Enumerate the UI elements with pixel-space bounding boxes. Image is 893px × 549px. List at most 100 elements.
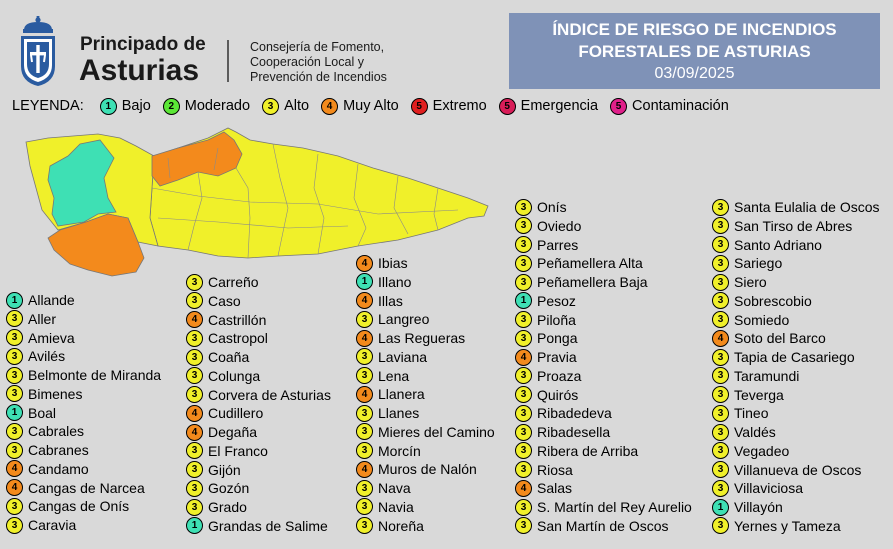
municipality-entry: 3 Sobrescobio bbox=[712, 292, 812, 310]
municipality-name: Teverga bbox=[734, 386, 784, 403]
municipality-name: Cabrales bbox=[28, 423, 85, 440]
logo-principado-text: Principado de bbox=[80, 34, 206, 55]
municipality-name: Pravia bbox=[537, 349, 577, 365]
municipality-name: Boal bbox=[28, 404, 57, 421]
risk-level-badge: 3 bbox=[712, 442, 729, 460]
risk-level-badge: 3 bbox=[356, 479, 373, 497]
risk-level-badge: 3 bbox=[186, 292, 203, 310]
municipality-entry: 3 Langreo bbox=[356, 310, 429, 328]
risk-level-badge: 3 bbox=[186, 461, 203, 478]
risk-level-badge: 4 bbox=[186, 423, 203, 441]
legend-title: LEYENDA: bbox=[12, 98, 84, 114]
municipality-entry: 4 Cudillero bbox=[186, 404, 263, 422]
municipality-name: Salas bbox=[537, 480, 573, 497]
risk-level-badge: 3 bbox=[515, 517, 532, 535]
municipality-entry: 4 Cangas de Narcea bbox=[6, 479, 145, 497]
municipality-name: Lena bbox=[378, 367, 410, 384]
municipality-entry: 3 Laviana bbox=[356, 348, 427, 366]
municipality-name: Degaña bbox=[208, 424, 258, 440]
municipality-name: Cudillero bbox=[208, 405, 264, 422]
risk-level-badge: 3 bbox=[186, 386, 203, 403]
legend-label: Bajo bbox=[121, 98, 151, 114]
legend-item: 2 Moderado bbox=[162, 97, 250, 115]
municipality-name: Llanes bbox=[378, 405, 420, 421]
risk-level-badge: 1 bbox=[186, 517, 203, 535]
risk-level-badge: 3 bbox=[712, 423, 729, 441]
legend-badge: 5 bbox=[410, 97, 428, 115]
risk-level-badge: 3 bbox=[356, 367, 373, 384]
municipality-name: Llanera bbox=[378, 386, 425, 403]
municipality-name: Ibias bbox=[378, 255, 408, 271]
risk-level-badge: 1 bbox=[515, 292, 532, 310]
risk-level-badge: 4 bbox=[6, 479, 23, 496]
legend-item: 4 Muy Alto bbox=[321, 97, 399, 115]
risk-level-badge: 3 bbox=[356, 442, 373, 459]
municipality-entry: 3 El Franco bbox=[186, 442, 268, 460]
municipality-name: Morcín bbox=[378, 442, 421, 459]
municipality-entry: 3 Gijón bbox=[186, 461, 241, 479]
logo-asturias-text: Asturias bbox=[79, 54, 199, 87]
municipality-entry: 1 Boal bbox=[6, 404, 56, 422]
municipality-entry: 3 Lena bbox=[356, 367, 409, 385]
municipality-name: Allande bbox=[28, 292, 75, 308]
municipality-name: Tapia de Casariego bbox=[734, 349, 855, 365]
risk-level-badge: 3 bbox=[515, 367, 532, 385]
risk-level-badge: 3 bbox=[515, 311, 532, 328]
municipality-name: Noreña bbox=[378, 517, 424, 534]
title-line2: FORESTALES DE ASTURIAS bbox=[578, 42, 811, 61]
municipality-entry: 3 Grado bbox=[186, 498, 247, 516]
municipality-name: Villayón bbox=[734, 499, 783, 515]
risk-level-badge: 3 bbox=[6, 441, 23, 459]
municipality-name: Avilés bbox=[28, 348, 66, 365]
municipality-name: San Tirso de Abres bbox=[734, 217, 853, 234]
risk-level-badge: 4 bbox=[6, 460, 23, 478]
municipality-entry: 4 Pravia bbox=[515, 348, 577, 366]
risk-level-badge: 3 bbox=[712, 461, 729, 478]
municipality-name: Quirós bbox=[537, 386, 579, 403]
legend-label: Emergencia bbox=[520, 98, 599, 114]
municipality-entry: 3 Villanueva de Oscos bbox=[712, 461, 861, 479]
risk-level-badge: 3 bbox=[712, 517, 729, 535]
municipality-entry: 3 Proaza bbox=[515, 367, 581, 385]
risk-level-badge: 3 bbox=[356, 498, 373, 516]
risk-level-badge: 3 bbox=[712, 311, 729, 328]
legend-badge: 2 bbox=[162, 97, 180, 115]
municipality-entry: 3 San Martín de Oscos bbox=[515, 517, 669, 535]
municipality-entry: 3 Belmonte de Miranda bbox=[6, 366, 161, 384]
municipality-name: Somiedo bbox=[734, 311, 790, 328]
municipality-name: Ribera de Arriba bbox=[537, 442, 639, 459]
risk-level-badge: 3 bbox=[6, 516, 23, 534]
municipality-name: Colunga bbox=[208, 367, 261, 384]
municipality-name: Caso bbox=[208, 292, 241, 309]
risk-level-badge: 3 bbox=[515, 217, 532, 235]
municipality-name: Cabranes bbox=[28, 442, 89, 458]
municipality-entry: 4 Illas bbox=[356, 292, 403, 310]
municipality-entry: 3 Coaña bbox=[186, 348, 249, 366]
risk-level-badge: 3 bbox=[356, 404, 373, 422]
risk-level-badge: 3 bbox=[6, 347, 23, 365]
asturias-risk-map bbox=[25, 127, 489, 277]
municipality-entry: 3 Cangas de Onís bbox=[6, 497, 129, 515]
municipality-entry: 3 Bimenes bbox=[6, 385, 82, 403]
risk-level-badge: 3 bbox=[515, 442, 532, 460]
municipality-entry: 3 Amieva bbox=[6, 329, 75, 347]
municipality-entry: 3 S. Martín del Rey Aurelio bbox=[515, 498, 692, 516]
municipality-entry: 4 Muros de Nalón bbox=[356, 460, 477, 478]
risk-level-badge: 1 bbox=[356, 273, 373, 291]
legend-badge: 3 bbox=[262, 97, 280, 115]
logo-consejeria-line3: Prevención de Incendios bbox=[250, 70, 387, 84]
risk-level-badge: 3 bbox=[515, 386, 532, 403]
municipality-entry: 1 Allande bbox=[6, 291, 75, 309]
municipality-name: Cangas de Onís bbox=[28, 498, 130, 515]
municipality-entry: 3 Onís bbox=[515, 198, 567, 216]
risk-level-badge: 3 bbox=[712, 479, 729, 497]
municipality-name: Grado bbox=[208, 499, 247, 515]
municipality-entry: 3 Sariego bbox=[712, 254, 782, 272]
municipality-entry: 3 Piloña bbox=[515, 311, 576, 329]
risk-level-badge: 4 bbox=[515, 479, 532, 497]
risk-level-badge: 3 bbox=[712, 217, 729, 235]
risk-level-badge: 1 bbox=[6, 404, 23, 421]
municipality-entry: 3 Caso bbox=[186, 292, 241, 310]
municipality-name: Ribadesella bbox=[537, 424, 611, 440]
municipality-name: Yernes y Tameza bbox=[734, 517, 841, 534]
